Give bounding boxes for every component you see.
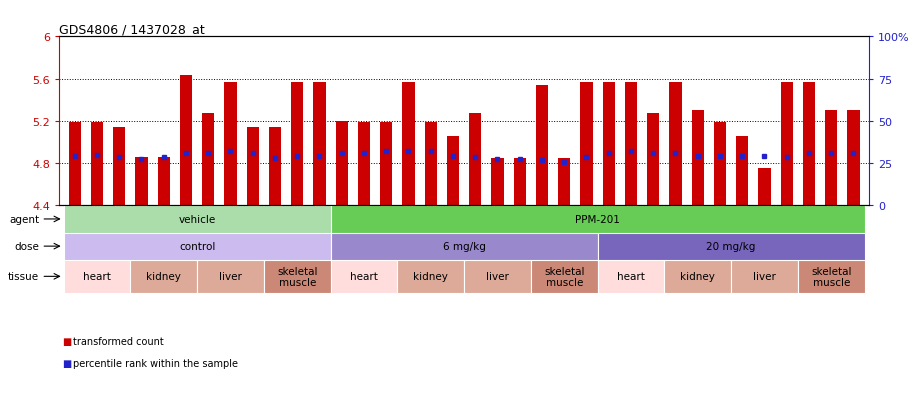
- Bar: [491, 159, 503, 206]
- Text: liver: liver: [753, 272, 776, 282]
- Bar: [225, 83, 237, 206]
- Bar: [68, 123, 81, 206]
- Bar: [380, 123, 392, 206]
- Bar: [202, 114, 215, 206]
- Bar: [531, 260, 598, 293]
- Text: 6 mg/kg: 6 mg/kg: [442, 242, 486, 252]
- Text: PPM-201: PPM-201: [575, 214, 620, 224]
- Bar: [558, 159, 571, 206]
- Text: 20 mg/kg: 20 mg/kg: [706, 242, 756, 252]
- Bar: [470, 114, 481, 206]
- Bar: [536, 85, 548, 206]
- Bar: [91, 123, 103, 206]
- Text: liver: liver: [486, 272, 509, 282]
- Bar: [113, 128, 126, 206]
- Bar: [664, 260, 731, 293]
- Bar: [130, 260, 197, 293]
- Bar: [64, 233, 330, 260]
- Bar: [803, 83, 815, 206]
- Text: ■: ■: [62, 336, 71, 346]
- Bar: [847, 111, 860, 206]
- Bar: [581, 83, 592, 206]
- Bar: [736, 136, 748, 206]
- Text: vehicle: vehicle: [178, 214, 216, 224]
- Bar: [136, 157, 147, 206]
- Bar: [598, 233, 864, 260]
- Bar: [425, 123, 437, 206]
- Text: kidney: kidney: [413, 272, 448, 282]
- Bar: [602, 83, 615, 206]
- Bar: [336, 121, 348, 206]
- Bar: [64, 260, 130, 293]
- Bar: [197, 260, 264, 293]
- Bar: [64, 206, 330, 233]
- Bar: [358, 123, 370, 206]
- Bar: [598, 260, 664, 293]
- Bar: [625, 83, 637, 206]
- Text: GDS4806 / 1437028_at: GDS4806 / 1437028_at: [59, 23, 205, 36]
- Text: liver: liver: [219, 272, 242, 282]
- Bar: [398, 260, 464, 293]
- Bar: [268, 128, 281, 206]
- Bar: [330, 260, 398, 293]
- Bar: [247, 128, 258, 206]
- Bar: [513, 159, 526, 206]
- Text: skeletal
muscle: skeletal muscle: [811, 266, 852, 287]
- Bar: [157, 157, 170, 206]
- Bar: [330, 206, 864, 233]
- Bar: [647, 114, 660, 206]
- Text: skeletal
muscle: skeletal muscle: [544, 266, 584, 287]
- Text: agent: agent: [9, 214, 39, 224]
- Bar: [670, 83, 682, 206]
- Bar: [731, 260, 798, 293]
- Bar: [330, 233, 598, 260]
- Bar: [713, 123, 726, 206]
- Text: skeletal
muscle: skeletal muscle: [277, 266, 318, 287]
- Bar: [264, 260, 330, 293]
- Bar: [447, 136, 459, 206]
- Text: heart: heart: [617, 272, 645, 282]
- Text: heart: heart: [83, 272, 111, 282]
- Text: percentile rank within the sample: percentile rank within the sample: [73, 358, 238, 368]
- Text: control: control: [179, 242, 216, 252]
- Bar: [798, 260, 864, 293]
- Bar: [402, 83, 415, 206]
- Text: kidney: kidney: [681, 272, 715, 282]
- Bar: [758, 169, 771, 206]
- Text: dose: dose: [15, 242, 39, 252]
- Text: heart: heart: [350, 272, 378, 282]
- Text: kidney: kidney: [147, 272, 181, 282]
- Bar: [692, 111, 703, 206]
- Text: ■: ■: [62, 358, 71, 368]
- Bar: [313, 83, 326, 206]
- Bar: [781, 83, 793, 206]
- Bar: [180, 76, 192, 206]
- Bar: [825, 111, 837, 206]
- Text: tissue: tissue: [8, 272, 39, 282]
- Bar: [464, 260, 531, 293]
- Bar: [291, 83, 303, 206]
- Text: transformed count: transformed count: [73, 336, 164, 346]
